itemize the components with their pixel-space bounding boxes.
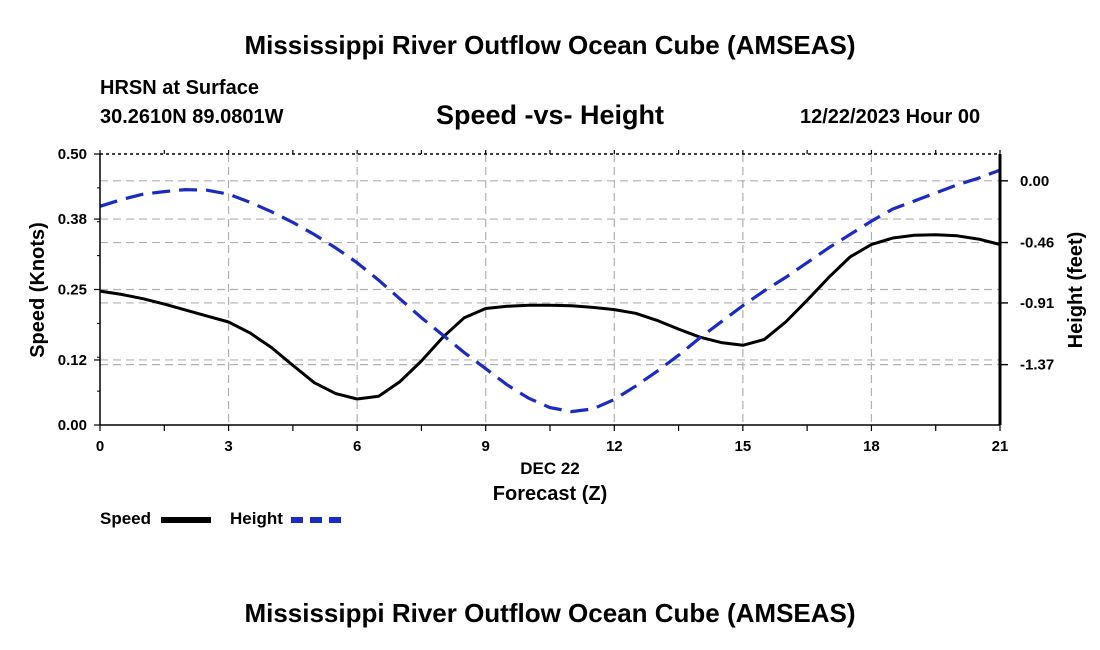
legend-speed-label: Speed <box>100 509 152 528</box>
footer-title: Mississippi River Outflow Ocean Cube (AM… <box>244 598 856 628</box>
x-tick-label: 12 <box>606 438 623 455</box>
y-left-tick-label: 0.00 <box>58 417 87 434</box>
x-tick-label: 9 <box>482 438 490 455</box>
chart-subtitle: Speed -vs- Height <box>435 100 665 130</box>
x-tick-label: 6 <box>353 438 361 455</box>
x-axis-date-label: DEC 22 <box>520 459 580 478</box>
y-left-tick-label: 0.25 <box>58 282 87 299</box>
chart-title: Mississippi River Outflow Ocean Cube (AM… <box>244 30 856 60</box>
y-axis-left-label: Speed (Knots) <box>27 222 49 358</box>
y-right-tick-label: -0.91 <box>1020 295 1054 312</box>
legend-height-swatch <box>291 517 341 523</box>
location-label: HRSN at Surface <box>100 77 259 99</box>
x-tick-label: 3 <box>224 438 232 455</box>
x-tick-label: 15 <box>735 438 752 455</box>
y-left-tick-label: 0.38 <box>58 211 87 228</box>
legend-speed-swatch <box>161 517 211 523</box>
x-axis-label: Forecast (Z) <box>493 483 607 505</box>
x-tick-label: 18 <box>863 438 880 455</box>
legend-height-label: Height <box>230 509 283 528</box>
grid-lines <box>100 154 1000 425</box>
x-tick-label: 21 <box>992 438 1009 455</box>
series-lines <box>99 168 1001 414</box>
y-right-tick-label: 0.00 <box>1020 173 1049 190</box>
speed-series-line <box>99 233 1001 401</box>
tick-labels: 0 3 6 9 12 15 18 21 0.00 0.12 0.25 0.38 0.50 0.00 -0.4… <box>58 146 1054 455</box>
axes <box>94 150 1008 431</box>
coordinates-label: 30.2610N 89.0801W <box>100 106 284 128</box>
y-right-tick-label: -1.37 <box>1020 357 1054 374</box>
forecast-date: 12/22/2023 Hour 00 <box>800 106 981 128</box>
height-series-line <box>99 168 1001 414</box>
y-left-tick-label: 0.50 <box>58 146 87 163</box>
y-left-tick-label: 0.12 <box>58 352 87 369</box>
x-tick-label: 0 <box>96 438 104 455</box>
y-right-tick-label: -0.46 <box>1020 235 1054 252</box>
y-axis-right-label: Height (feet) <box>1065 232 1087 349</box>
